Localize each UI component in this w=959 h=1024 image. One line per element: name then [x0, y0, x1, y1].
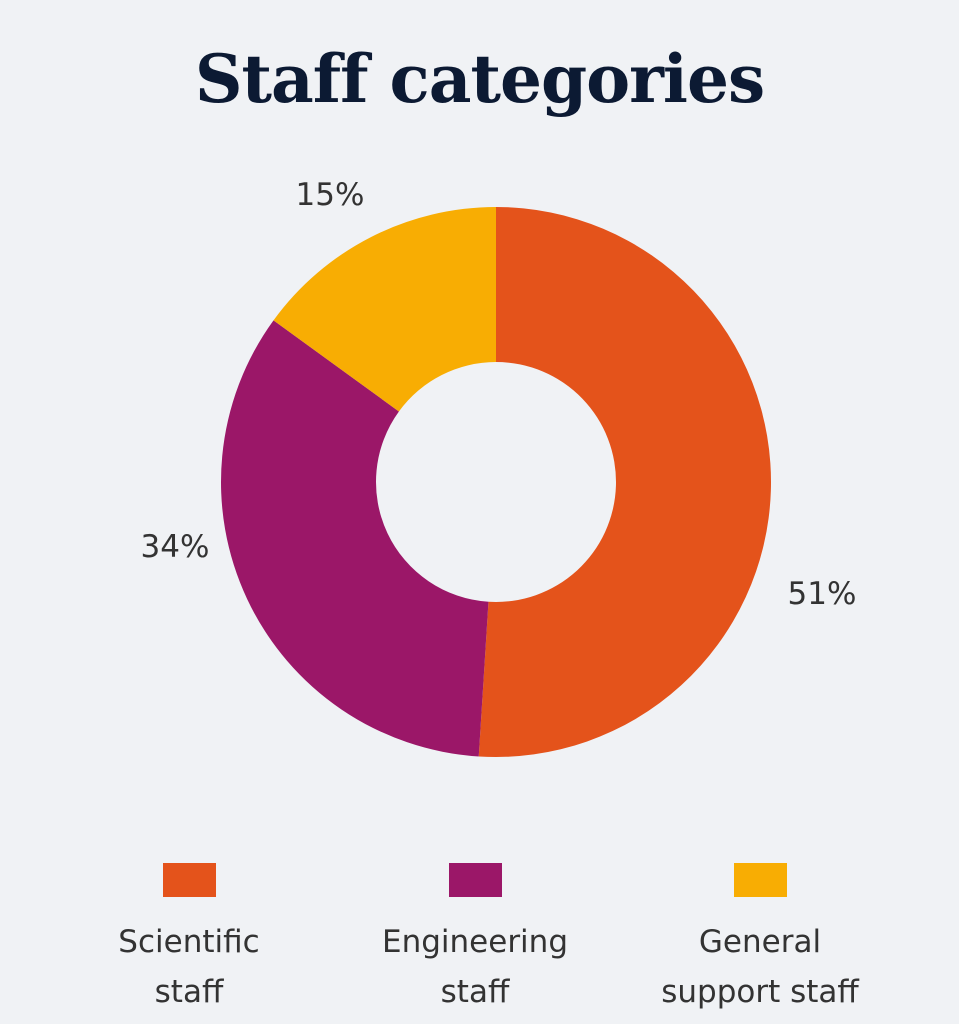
donut-slice-2 — [221, 320, 489, 757]
donut-slice-1 — [478, 207, 772, 757]
chart-title: Staff categories — [194, 40, 765, 118]
legend-item: General support staff — [630, 863, 890, 1017]
legend-item: Engineering staff — [345, 863, 605, 1017]
legend-item: Scientific staff — [59, 863, 319, 1017]
legend-label: Engineering — [382, 924, 568, 960]
legend-label: staff — [440, 974, 510, 1010]
donut-slice-3 — [273, 207, 496, 412]
legend-swatch — [162, 863, 216, 897]
legend-label: staff — [154, 974, 224, 1010]
data-label: 34% — [140, 529, 210, 565]
legend-swatch — [733, 863, 787, 897]
legend-label: support staff — [661, 974, 859, 1010]
legend-swatch — [448, 863, 502, 897]
legend-label: General — [698, 924, 822, 960]
data-label: 15% — [295, 177, 365, 213]
legend-label: Scientific — [118, 924, 260, 960]
data-label: 51% — [787, 576, 857, 612]
